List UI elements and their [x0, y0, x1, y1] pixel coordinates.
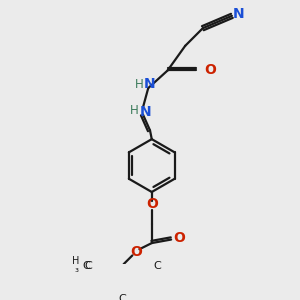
- Text: O: O: [146, 197, 158, 211]
- Text: N: N: [144, 77, 156, 91]
- Text: O: O: [173, 231, 185, 245]
- Text: ₃: ₃: [74, 265, 78, 275]
- Text: O: O: [130, 245, 142, 259]
- Text: N: N: [140, 105, 152, 119]
- Text: O: O: [204, 64, 216, 77]
- Text: C: C: [153, 261, 161, 271]
- Text: H: H: [130, 104, 139, 118]
- Text: C: C: [83, 261, 91, 271]
- Text: H: H: [135, 78, 144, 91]
- Text: N: N: [233, 7, 245, 21]
- Text: C: C: [118, 294, 126, 300]
- Text: C: C: [85, 261, 92, 271]
- Text: H: H: [72, 256, 80, 266]
